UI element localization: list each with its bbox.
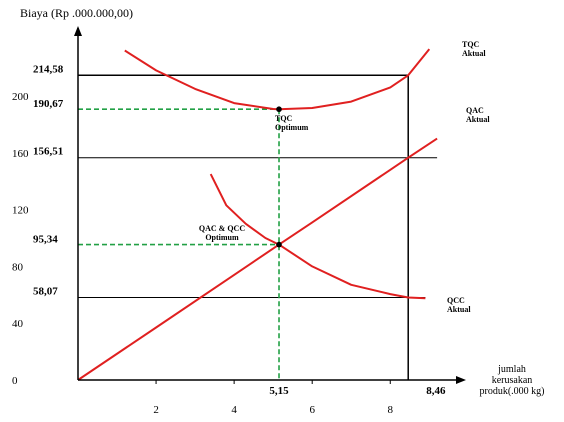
x-tick-label-1: 2 xyxy=(153,404,159,416)
optimum-point-1 xyxy=(276,106,282,113)
y-tick-label-4: 120 xyxy=(12,205,29,217)
series-1-label-line-1: TQC xyxy=(462,40,480,49)
axes xyxy=(74,26,466,384)
y-tick-label-3: 80 xyxy=(12,261,24,273)
series-2-curve xyxy=(77,137,438,381)
optimum-annotation-2-line-1: QAC & QCC xyxy=(199,224,245,233)
optimum-x-label: 5,15 xyxy=(269,385,289,397)
optimum-point-2 xyxy=(276,241,282,248)
optimum-value-label-1: 190,67 xyxy=(33,98,64,110)
series-1-label-line-2: Aktual xyxy=(462,49,486,58)
y-axis-label: Biaya (Rp .000.000,00) xyxy=(20,6,133,20)
optimum-annotation-1-line-1: TQC xyxy=(275,114,293,123)
series-3-label-line-1: QCC xyxy=(447,296,465,305)
series-3-curve xyxy=(209,173,426,300)
series-2-label-line-2: Aktual xyxy=(466,115,490,124)
x-tick-label-3: 6 xyxy=(309,404,315,416)
x-axis-arrow xyxy=(456,376,466,384)
x-axis-label-line-3: produk(.000 kg) xyxy=(480,386,545,397)
series-3-label-line-2: Aktual xyxy=(447,305,471,314)
optimum-annotation-1-line-2: Optimum xyxy=(275,123,309,132)
reference-value-label-1: 214,58 xyxy=(33,63,64,75)
optimum-annotation-2-line-2: Optimum xyxy=(205,233,239,242)
optimum-value-label-2: 95,34 xyxy=(33,234,58,246)
y-axis-arrow xyxy=(74,26,82,36)
x-tick-label-2: 4 xyxy=(231,404,237,416)
reference-value-label-2: 156,51 xyxy=(33,146,63,158)
y-tick-label-6: 200 xyxy=(12,91,29,103)
x-tick-label-4: 8 xyxy=(388,404,394,416)
cost-curves xyxy=(77,48,438,381)
series-1-curve xyxy=(124,48,431,111)
y-tick-label-2: 40 xyxy=(12,318,24,330)
series-2-label-line-1: QAC xyxy=(466,106,484,115)
x-axis-label-line-1: jumlah xyxy=(497,364,526,375)
optimum-points xyxy=(276,106,282,248)
value-labels: 214,58156,5158,07190,6795,34TQCAktualQAC… xyxy=(33,40,490,397)
actual-x-label: 8,46 xyxy=(426,385,446,397)
reference-value-label-3: 58,07 xyxy=(33,286,58,298)
y-tick-label-5: 160 xyxy=(12,148,29,160)
y-tick-label-1: 0 xyxy=(12,375,18,387)
optimum-guides xyxy=(78,108,280,380)
x-axis-label-line-2: kerusakan xyxy=(492,375,533,386)
reference-lines xyxy=(78,74,438,380)
